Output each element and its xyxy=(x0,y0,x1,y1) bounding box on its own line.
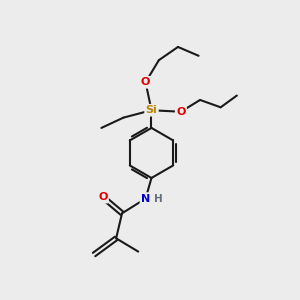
Text: Si: Si xyxy=(146,105,157,115)
Text: O: O xyxy=(98,192,108,202)
Text: O: O xyxy=(141,77,150,87)
Text: N: N xyxy=(141,194,150,204)
Text: H: H xyxy=(154,194,163,204)
Text: O: O xyxy=(176,107,186,117)
